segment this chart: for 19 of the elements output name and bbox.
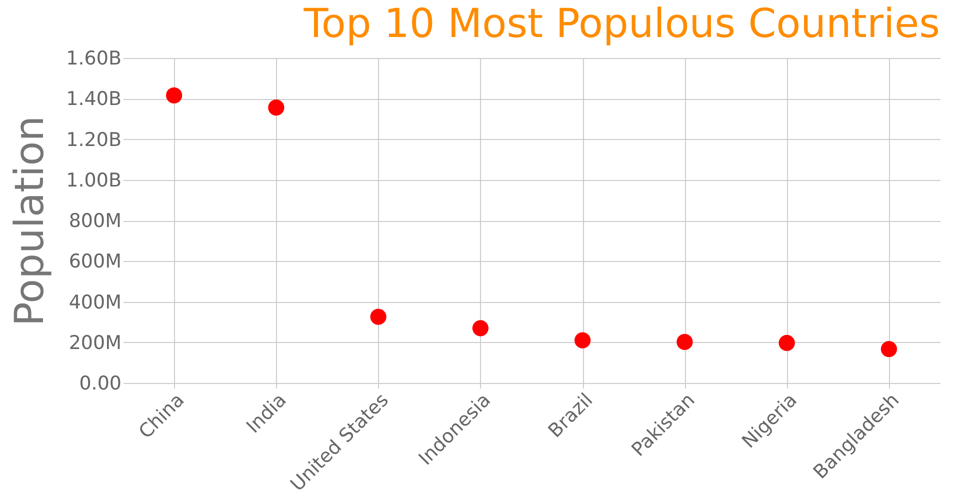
y-tick-label: 400M: [68, 291, 122, 314]
point: [166, 87, 182, 104]
point: [574, 332, 591, 348]
point: [778, 334, 795, 352]
y-tick-label: 1.60B: [66, 48, 122, 70]
point: [268, 100, 284, 116]
y-axis-title: Population: [7, 116, 54, 326]
point: [370, 308, 386, 325]
chart-title: Top 10 Most Populous Countries: [302, 1, 940, 47]
y-tick-label: 800M: [68, 210, 122, 232]
y-tick-label: 0.00: [79, 372, 122, 394]
point: [880, 341, 897, 358]
y-tick-label: 1.40B: [66, 88, 122, 110]
point: [676, 334, 693, 350]
y-tick-label: 200M: [68, 332, 122, 354]
y-tick-label: 600M: [68, 250, 122, 273]
y-tick-label: 1.20B: [66, 128, 122, 151]
point: [472, 320, 488, 336]
y-tick-label: 1.00B: [66, 169, 122, 192]
